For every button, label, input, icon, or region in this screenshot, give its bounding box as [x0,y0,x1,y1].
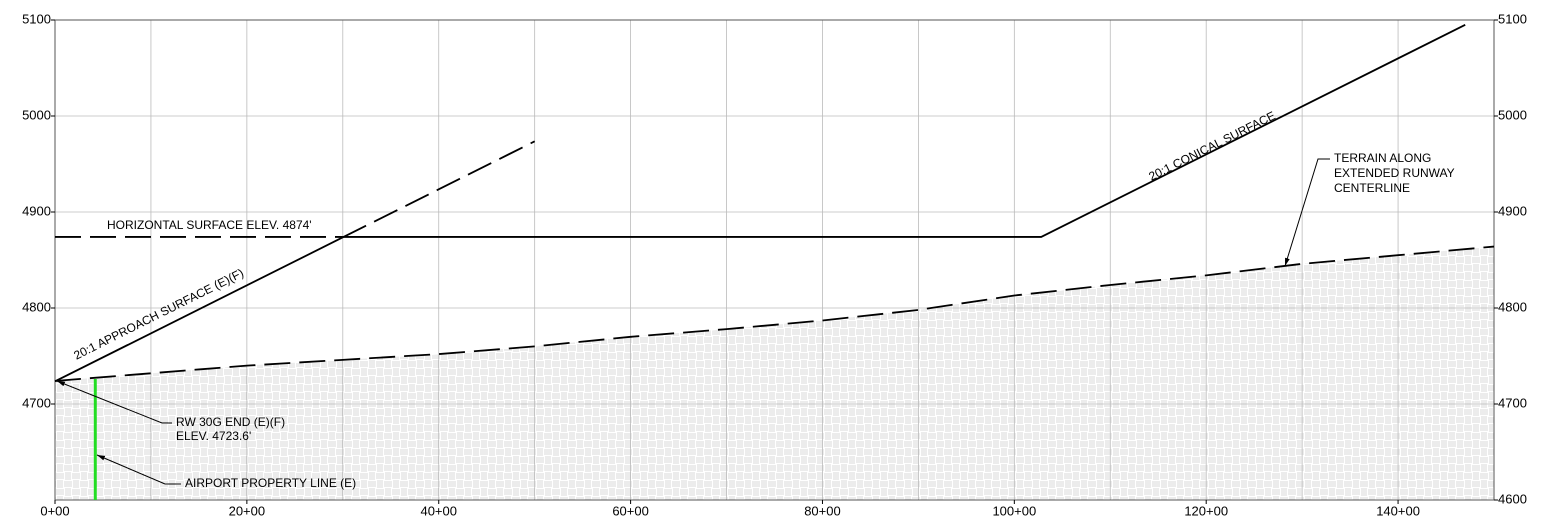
plot-frame [54,19,1495,501]
profile-line [342,23,1466,238]
leader [1284,158,1330,267]
x-tick-label: 120+00 [1184,503,1228,518]
terrain-fill [55,246,1494,500]
x-tick-label: 80+00 [804,503,841,518]
leader [56,380,172,424]
annotation: 20:1 APPROACH SURFACE (E)(F) [71,266,245,363]
x-tick-label: 140+00 [1376,503,1420,518]
annotation: HORIZONTAL SURFACE ELEV. 4874' [107,218,312,232]
y2-tick-label: 5100 [1498,11,1527,26]
annotation: EXTENDED RUNWAY [1334,166,1455,180]
annotation: ELEV. 4723.6' [176,429,251,443]
annotation: CENTERLINE [1334,181,1410,195]
y-tick-label: 5100 [22,11,51,26]
x-tick-label: 100+00 [992,503,1036,518]
y-tick-label: 4800 [22,299,51,314]
profile-line [54,245,1495,382]
y2-tick-label: 4600 [1498,491,1527,506]
y-tick-label: 4700 [22,395,51,410]
leader [96,454,181,485]
y2-tick-label: 4700 [1498,395,1527,410]
x-tick-label: 20+00 [229,503,266,518]
annotation: RW 30G END (E)(F) [176,415,285,429]
profile-line [342,140,536,239]
annotation: TERRAIN ALONG [1334,151,1431,165]
x-tick-label: 40+00 [420,503,457,518]
annotation: AIRPORT PROPERTY LINE (E) [185,476,356,490]
y2-tick-label: 5000 [1498,107,1527,122]
x-tick-label: 60+00 [612,503,649,518]
y-tick-label: 4900 [22,203,51,218]
y-tick-label: 5000 [22,107,51,122]
x-tick-label: 0+00 [40,503,69,518]
y2-tick-label: 4800 [1498,299,1527,314]
annotation: 20:1 CONICAL SURFACE [1146,108,1277,183]
y2-tick-label: 4900 [1498,203,1527,218]
profile-line [54,236,344,383]
